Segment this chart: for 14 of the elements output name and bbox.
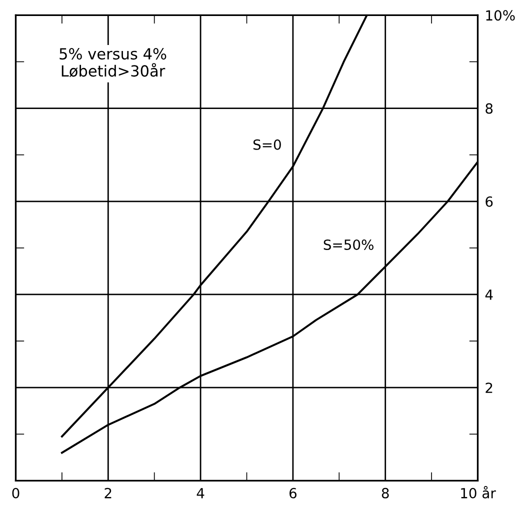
y-tick-label: 10% — [486, 10, 515, 21]
x-tick-label: 0 — [12, 488, 20, 498]
x-tick-label: 4 — [196, 488, 204, 498]
series-label: S=50% — [324, 239, 374, 250]
y-tick-label: 6 — [486, 196, 493, 207]
x-tick-label: 2 — [104, 488, 112, 498]
x-tick-label: 10 år — [461, 486, 496, 498]
y-tick-label: 4 — [485, 290, 493, 300]
y-tick-label: 8 — [486, 103, 493, 114]
y-tick-label: 2 — [486, 382, 492, 393]
x-tick-label: 6 — [290, 488, 296, 498]
x-tick-label: 8 — [382, 488, 389, 498]
series-label: S=0 — [253, 139, 281, 150]
annotation: 5% versus 4% Løbetid>30år — [60, 48, 166, 78]
